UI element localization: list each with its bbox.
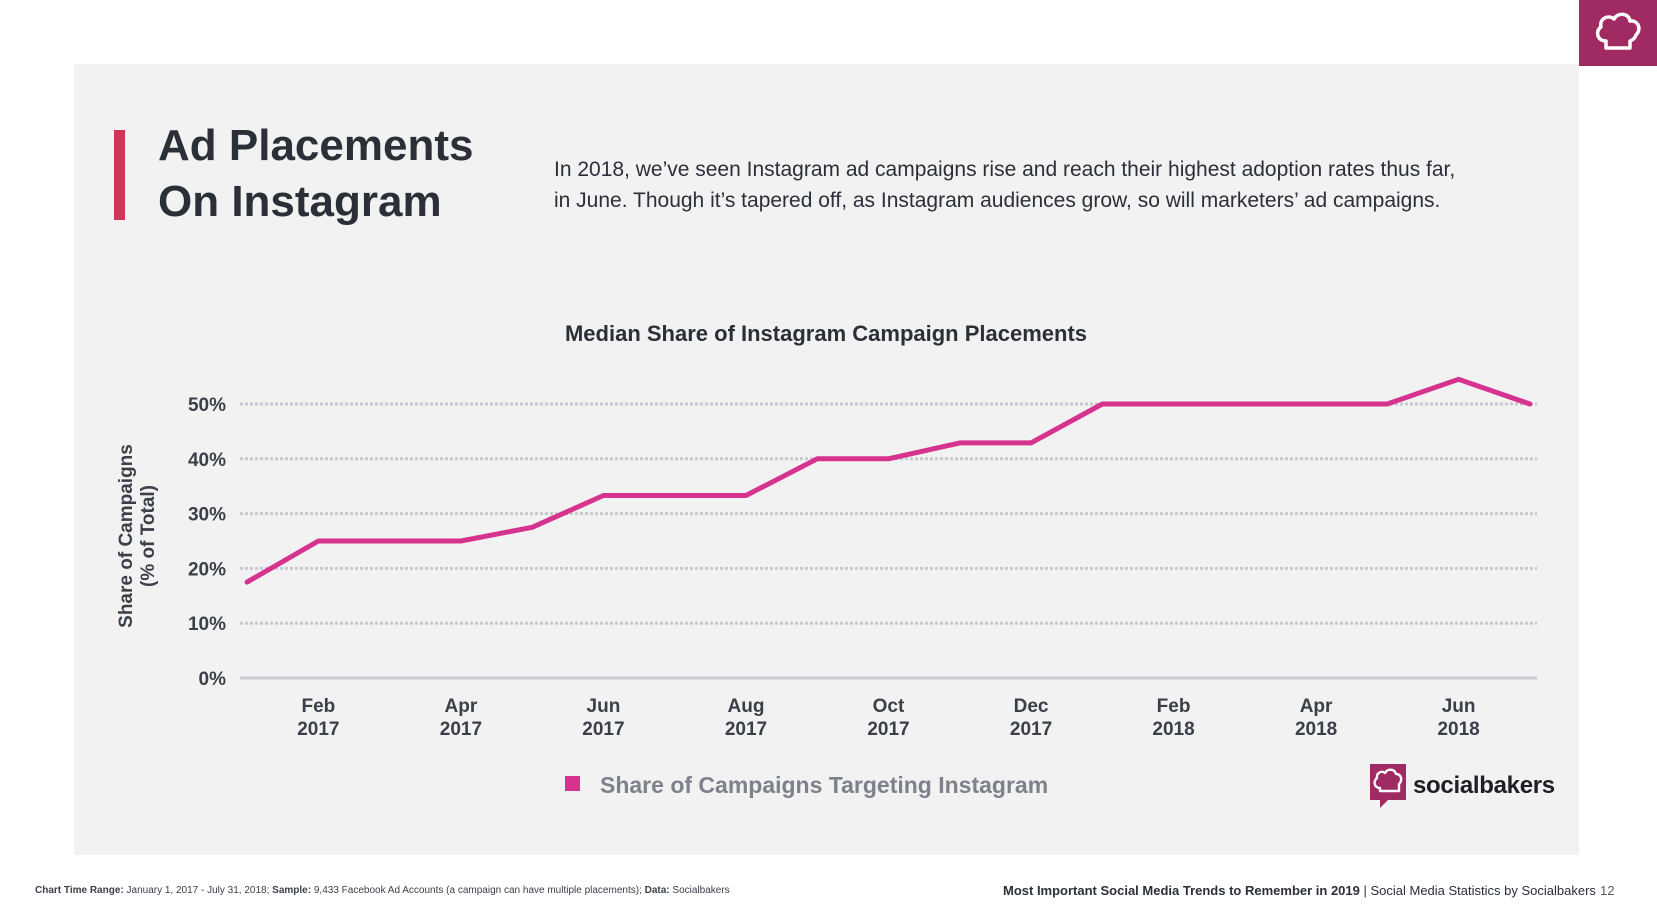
x-tick-label-month: Apr	[1300, 696, 1333, 717]
title-accent-bar	[114, 130, 125, 220]
slide-title: Ad Placements On Instagram	[158, 118, 473, 230]
slide-title-line-2: On Instagram	[158, 177, 442, 226]
x-tick-label-year: 2017	[582, 719, 624, 740]
footer-report-suffix: | Social Media Statistics by Socialbaker…	[1359, 883, 1596, 898]
brand-corner-badge	[1579, 0, 1657, 66]
y-tick-label: 10%	[188, 614, 226, 635]
legend-swatch	[565, 776, 580, 791]
x-tick-label-year: 2017	[867, 719, 909, 740]
y-tick-label: 20%	[188, 559, 226, 580]
series-lines	[244, 376, 1533, 585]
socialbakers-logo: socialbakers	[1370, 764, 1555, 808]
footer-text-data: Socialbakers	[669, 885, 730, 896]
footer-label-sample: Sample:	[272, 885, 312, 896]
y-axis-title-line-2: (% of Total)	[138, 485, 159, 587]
y-tick-label: 0%	[199, 669, 227, 690]
x-tick-label-month: Oct	[873, 696, 905, 717]
page-number: 12	[1600, 883, 1615, 898]
logo-wordmark: socialbakers	[1413, 772, 1555, 799]
slide-title-line-1: Ad Placements	[158, 121, 474, 170]
y-tick-label: 40%	[188, 450, 226, 471]
x-tick-label-year: 2017	[440, 719, 482, 740]
legend-label: Share of Campaigns Targeting Instagram	[600, 772, 1048, 798]
chef-hat-icon	[1370, 764, 1406, 808]
x-tick-label-year: 2017	[725, 719, 767, 740]
x-tick-label-year: 2018	[1295, 719, 1337, 740]
chef-hat-icon	[1595, 12, 1641, 50]
x-tick-label-month: Feb	[301, 696, 335, 717]
footer-label-data: Data:	[644, 885, 670, 896]
y-tick-label: 50%	[188, 395, 226, 416]
x-tick-label-year: 2017	[297, 719, 339, 740]
y-tick-labels: 0% 10% 20% 30% 40% 50%	[188, 395, 226, 690]
footer-report-title: Most Important Social Media Trends to Re…	[1003, 883, 1596, 898]
intro-paragraph: In 2018, we’ve seen Instagram ad campaig…	[554, 154, 1494, 216]
footer-text-time-range: January 1, 2017 - July 31, 2018;	[123, 885, 273, 896]
x-tick-label-month: Dec	[1014, 696, 1049, 717]
x-tick-labels: Feb2017Apr2017Jun2017Aug2017Oct2017Dec20…	[297, 696, 1480, 740]
footer-label-time-range: Chart Time Range:	[35, 885, 124, 896]
x-tick-label-year: 2018	[1152, 719, 1194, 740]
intro-line-1: In 2018, we’ve seen Instagram ad campaig…	[554, 158, 1456, 181]
legend: Share of Campaigns Targeting Instagram	[565, 772, 1048, 798]
footer-text-sample: 9,433 Facebook Ad Accounts (a campaign c…	[311, 885, 645, 896]
x-tick-label-year: 2017	[1010, 719, 1052, 740]
x-tick-label-month: Jun	[1442, 696, 1476, 717]
y-axis-title-line-1: Share of Campaigns	[116, 444, 137, 628]
footer-source-note: Chart Time Range: January 1, 2017 - July…	[35, 885, 730, 896]
x-tick-label-month: Feb	[1157, 696, 1191, 717]
series-line	[244, 376, 1533, 585]
footer-report-name: Most Important Social Media Trends to Re…	[1003, 883, 1360, 898]
y-tick-label: 30%	[188, 505, 226, 526]
intro-line-2: in June. Though it’s tapered off, as Ins…	[554, 189, 1441, 212]
x-tick-label-year: 2018	[1437, 719, 1479, 740]
chart-title: Median Share of Instagram Campaign Place…	[565, 321, 1087, 346]
x-tick-label-month: Aug	[728, 696, 765, 717]
y-axis-title: Share of Campaigns (% of Total)	[116, 444, 159, 628]
x-tick-label-month: Apr	[445, 696, 478, 717]
x-tick-label-month: Jun	[587, 696, 621, 717]
